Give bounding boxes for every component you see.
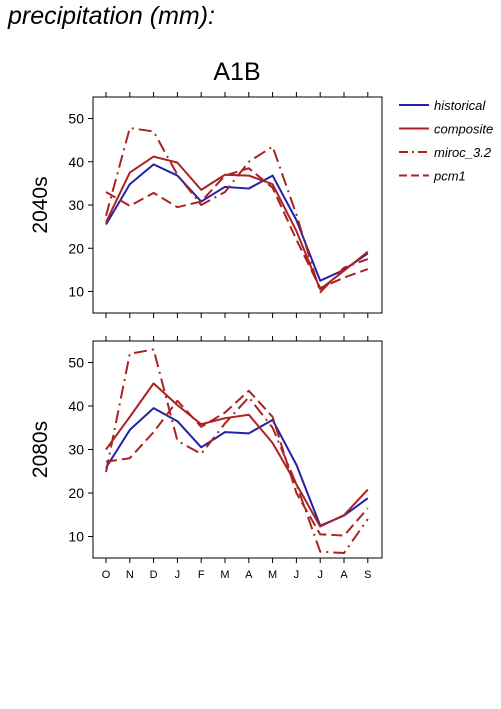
legend-label: pcm1 [433,169,466,184]
series-historical [105,163,369,282]
legend-label: historical [434,98,486,113]
x-tick-label: O [102,569,111,581]
panel-label: 2040s [29,176,52,233]
y-tick-label: 50 [68,355,84,371]
y-tick-label: 20 [68,485,84,501]
panel-2080s: 10 20 30 40 50 2080s [29,336,383,563]
x-tick-label: J [294,569,300,581]
x-tick-label: J [317,569,323,581]
y-tick-label: 40 [68,398,84,414]
y-tick-label: 10 [68,529,84,545]
y-tick-label: 20 [68,240,84,256]
x-tick-label: N [126,569,134,581]
y-tick-label: 30 [68,442,84,458]
legend-label: miroc_3.2 [434,145,492,160]
x-tick-label: S [364,569,371,581]
page-title: precipitation (mm): [8,2,215,30]
series-pcm1 [105,167,369,290]
series-composite [105,382,369,528]
panel-frame [92,340,383,559]
series-miroc_3.2 [105,127,369,294]
y-tick-label: 10 [68,284,84,300]
y-tick-label: 50 [68,111,84,127]
x-tick-label: A [340,569,348,581]
x-tick-label: A [245,569,253,581]
legend: historical composite miroc_3.2 pcm1 [399,98,493,184]
x-tick-label: M [220,569,229,581]
chart-title: A1B [213,58,260,86]
series-historical [105,407,369,527]
y-tick-label: 30 [68,197,84,213]
y-tick-label: 40 [68,154,84,170]
x-tick-label: J [175,569,181,581]
panel-label: 2080s [29,421,52,478]
legend-label: composite [434,122,493,137]
panels: 10 20 30 40 50 2040s 10 20 30 40 50 2080s [29,92,383,563]
x-tick-label: F [198,569,205,581]
series-pcm1 [105,389,369,537]
panel-2040s: 10 20 30 40 50 2040s [29,92,383,318]
x-tick-label: D [150,569,158,581]
series-composite [105,155,369,291]
x-tick-label: M [268,569,277,581]
